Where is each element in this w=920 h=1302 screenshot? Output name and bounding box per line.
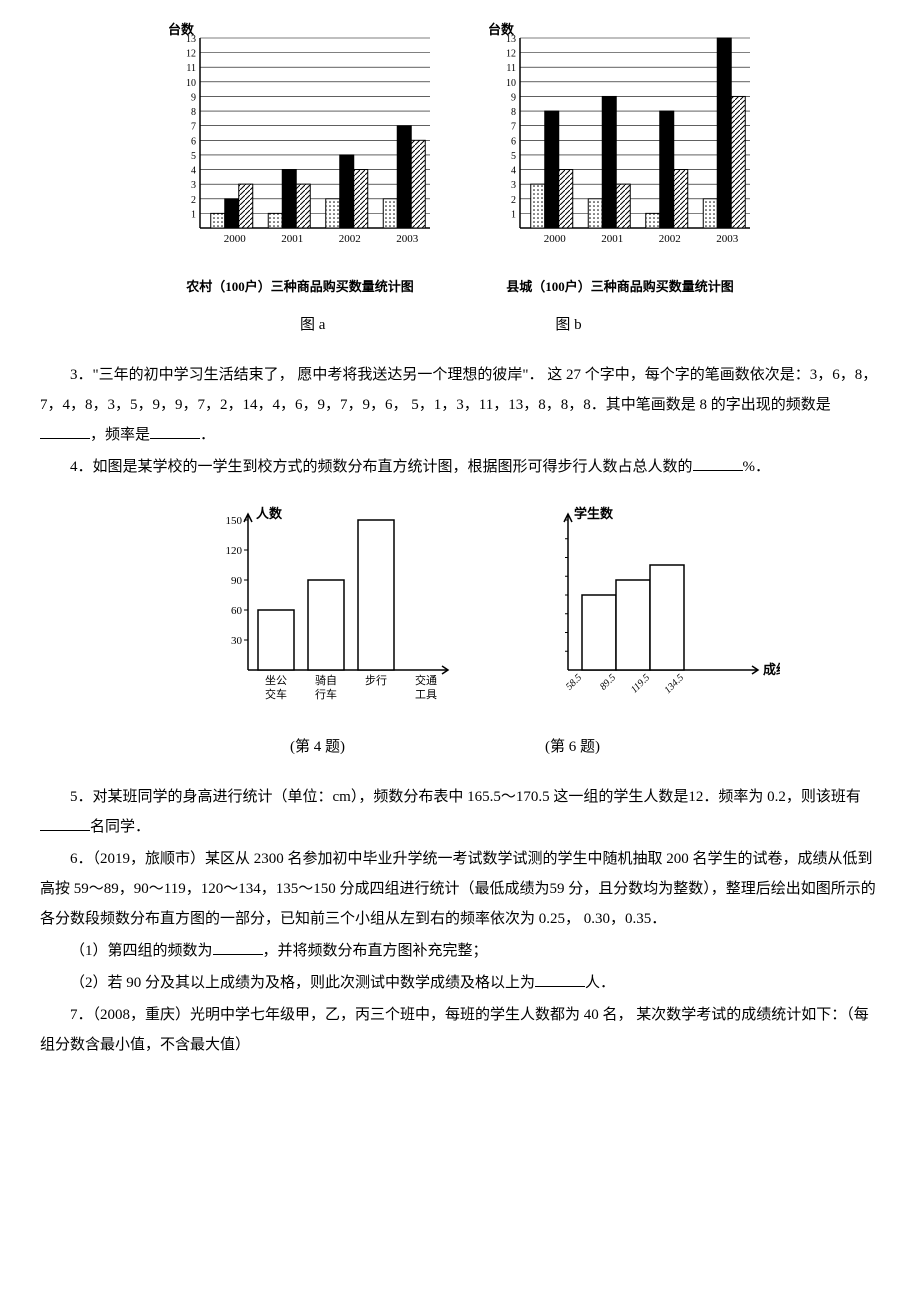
svg-text:6: 6	[191, 136, 196, 147]
q6-p2-suffix: ，并将频数分布直方图补充完整；	[263, 943, 488, 959]
svg-text:7: 7	[511, 122, 516, 133]
chart-4-caption: (第 4 题)	[290, 732, 345, 762]
svg-text:5: 5	[511, 151, 516, 162]
top-charts-row: 台数123456789101112132000200120022003 农村（1…	[40, 20, 880, 300]
svg-text:134.5: 134.5	[662, 672, 686, 696]
q5-suffix: 名同学．	[90, 819, 150, 835]
q4-blank[interactable]	[693, 455, 743, 472]
svg-text:2000: 2000	[224, 233, 247, 245]
svg-text:90: 90	[231, 575, 243, 587]
svg-text:2003: 2003	[396, 233, 419, 245]
svg-text:89.5: 89.5	[598, 672, 618, 692]
figure-b-label: 图 b	[555, 310, 581, 340]
svg-text:人数: 人数	[256, 506, 283, 521]
q5-prefix: 5．对某班同学的身高进行统计（单位：cm），频数分布表中 165.5～170.5…	[70, 789, 861, 805]
q6-p3-suffix: 人．	[585, 975, 615, 991]
svg-text:4: 4	[511, 166, 516, 177]
svg-text:120: 120	[226, 545, 243, 557]
svg-text:成绩: 成绩	[763, 662, 780, 677]
svg-text:2003: 2003	[716, 233, 739, 245]
svg-text:2001: 2001	[281, 233, 303, 245]
svg-text:8: 8	[511, 107, 516, 118]
svg-text:3: 3	[511, 180, 516, 191]
q6-p3-prefix: （2）若 90 分及其以上成绩为及格，则此次测试中数学成绩及格以上为	[70, 975, 535, 991]
svg-text:8: 8	[191, 107, 196, 118]
chart-4-block: 人数 30 60 90 120 150 坐公交车 骑自行车 步行 交通工具	[200, 502, 460, 722]
q6-p1: 6．（2019，旅顺市）某区从 2300 名参加初中毕业升学统一考试数学试测的学…	[40, 844, 880, 934]
chart-b-caption: 县城（100户）三种商品购买数量统计图	[506, 274, 734, 300]
svg-text:3: 3	[191, 180, 196, 191]
svg-text:交车: 交车	[265, 687, 287, 701]
svg-text:2002: 2002	[339, 233, 361, 245]
svg-text:7: 7	[191, 122, 196, 133]
chart-4-svg: 人数 30 60 90 120 150 坐公交车 骑自行车 步行 交通工具	[200, 502, 460, 722]
q3-prefix: 3．"三年的初中学习生活结束了， 愿中考将我送达另一个理想的彼岸"． 这 27 …	[40, 367, 877, 413]
svg-text:2001: 2001	[601, 233, 623, 245]
mid-figure-labels: (第 4 题) (第 6 题)	[40, 732, 880, 762]
svg-text:骑自: 骑自	[315, 674, 337, 687]
svg-text:1: 1	[191, 209, 196, 220]
svg-text:学生数: 学生数	[574, 506, 614, 521]
svg-text:11: 11	[506, 63, 516, 74]
svg-text:工具: 工具	[415, 688, 437, 701]
q6-p3: （2）若 90 分及其以上成绩为及格，则此次测试中数学成绩及格以上为 人．	[40, 968, 880, 998]
q4-para: 4．如图是某学校的一学生到校方式的频数分布直方统计图，根据图形可得步行人数占总人…	[40, 452, 880, 482]
svg-text:2: 2	[191, 195, 196, 206]
chart-6-svg: 学生数成绩 58.5 89.5 119.5 134.5	[520, 502, 780, 722]
chart-a-block: 台数123456789101112132000200120022003 农村（1…	[160, 20, 440, 300]
svg-text:9: 9	[511, 92, 516, 103]
top-figure-labels: 图 a 图 b	[40, 310, 880, 340]
q6-p2: （1）第四组的频数为 ，并将频数分布直方图补充完整；	[40, 936, 880, 966]
svg-text:12: 12	[186, 49, 196, 60]
svg-text:行车: 行车	[315, 687, 337, 701]
svg-text:13: 13	[506, 34, 516, 45]
svg-text:119.5: 119.5	[629, 672, 652, 695]
chart-6-caption: (第 6 题)	[545, 732, 600, 762]
svg-text:2002: 2002	[659, 233, 681, 245]
svg-text:60: 60	[231, 605, 243, 617]
q3-mid: ，频率是	[90, 427, 150, 443]
q4-suffix: %．	[743, 459, 771, 475]
mid-charts-row: 人数 30 60 90 120 150 坐公交车 骑自行车 步行 交通工具 学生数成绩 58.5 89…	[40, 502, 880, 722]
svg-text:4: 4	[191, 166, 196, 177]
q3-para: 3．"三年的初中学习生活结束了， 愿中考将我送达另一个理想的彼岸"． 这 27 …	[40, 360, 880, 450]
q5-para: 5．对某班同学的身高进行统计（单位：cm），频数分布表中 165.5～170.5…	[40, 782, 880, 842]
svg-text:坐公: 坐公	[265, 674, 287, 687]
chart-6-block: 学生数成绩 58.5 89.5 119.5 134.5	[520, 502, 780, 722]
svg-text:交通: 交通	[415, 673, 437, 687]
q6-blank-1[interactable]	[213, 939, 263, 956]
svg-text:12: 12	[506, 49, 516, 60]
chart-a-caption: 农村（100户）三种商品购买数量统计图	[186, 274, 414, 300]
svg-text:13: 13	[186, 34, 196, 45]
q7-para: 7．（2008，重庆）光明中学七年级甲，乙，丙三个班中，每班的学生人数都为 40…	[40, 1000, 880, 1060]
figure-a-label: 图 a	[300, 310, 325, 340]
q6-p2-prefix: （1）第四组的频数为	[70, 943, 213, 959]
svg-text:1: 1	[511, 209, 516, 220]
chart-b-block: 台数123456789101112132000200120022003 县城（1…	[480, 20, 760, 300]
svg-text:2: 2	[511, 195, 516, 206]
q6-blank-2[interactable]	[535, 971, 585, 988]
svg-text:58.5: 58.5	[564, 672, 584, 692]
q3-suffix: ．	[200, 427, 215, 443]
q3-blank-1[interactable]	[40, 423, 90, 440]
svg-text:步行: 步行	[365, 674, 387, 687]
svg-text:11: 11	[186, 63, 196, 74]
svg-text:9: 9	[191, 92, 196, 103]
svg-text:10: 10	[186, 78, 196, 89]
chart-b-svg: 台数123456789101112132000200120022003	[480, 20, 760, 270]
svg-text:5: 5	[191, 151, 196, 162]
svg-text:10: 10	[506, 78, 516, 89]
q4-text: 4．如图是某学校的一学生到校方式的频数分布直方统计图，根据图形可得步行人数占总人…	[70, 459, 693, 475]
q3-blank-2[interactable]	[150, 423, 200, 440]
q5-blank[interactable]	[40, 815, 90, 832]
svg-text:6: 6	[511, 136, 516, 147]
svg-text:150: 150	[226, 515, 243, 527]
chart-a-svg: 台数123456789101112132000200120022003	[160, 20, 440, 270]
svg-text:2000: 2000	[544, 233, 567, 245]
svg-text:30: 30	[231, 635, 243, 647]
